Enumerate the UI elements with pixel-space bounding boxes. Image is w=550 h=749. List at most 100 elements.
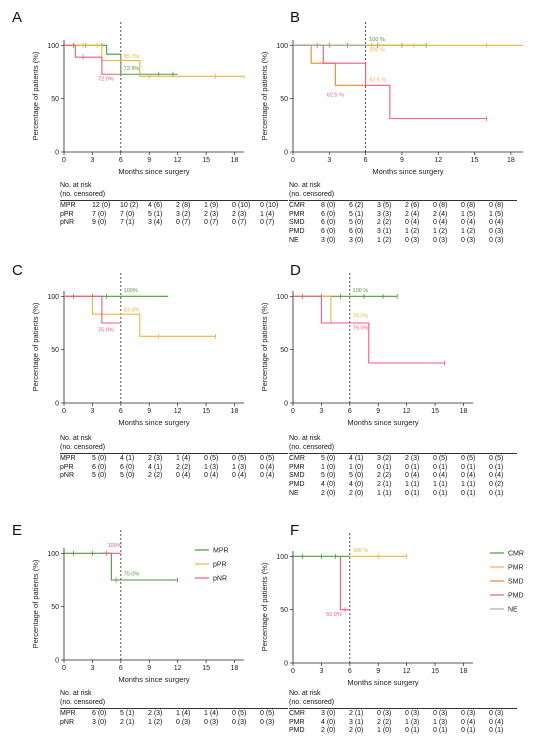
panel-letter-a: A (12, 9, 22, 26)
risk-cell: 0 (4) (176, 472, 191, 480)
risk-cell: 4 (0) (321, 718, 336, 726)
risk-cell: 3 (2) (377, 455, 392, 463)
risk-cell: 1 (1) (405, 480, 420, 488)
risk-cell: 5 (0) (349, 219, 364, 227)
x-tick-label: 0 (291, 668, 295, 675)
risk-cell: 6 (0) (321, 227, 336, 235)
series-line-pnr (64, 44, 121, 75)
y-axis-title: Percentage of patients (%) (260, 562, 269, 651)
risk-cell: 2 (3) (148, 710, 163, 718)
risk-cell: 0 (2) (489, 480, 504, 488)
y-tick-label: 50 (51, 347, 59, 354)
risk-header: No. at risk (289, 435, 321, 442)
risk-cell: 0 (3) (176, 718, 191, 726)
x-tick-label: 15 (471, 157, 479, 164)
series-line-mpr (64, 44, 178, 75)
risk-cell: 1 (3) (204, 463, 219, 471)
risk-cell: 1 (1) (377, 489, 392, 497)
risk-cell: 0 (1) (405, 489, 420, 497)
risk-cell: 0 (3) (489, 236, 504, 244)
risk-cell: 4 (1) (120, 455, 135, 463)
x-tick-label: 3 (319, 668, 323, 675)
risk-cell: 2 (3) (232, 210, 247, 218)
risk-cell: 1 (2) (433, 227, 448, 235)
risk-header: No. at risk (289, 690, 321, 697)
risk-cell: 0 (1) (433, 463, 448, 471)
legend-entry-smd: SMD (508, 579, 524, 586)
risk-row-label: NE (289, 489, 299, 497)
risk-cell: 0 (3) (489, 710, 504, 718)
risk-cell: 0 (3) (433, 236, 448, 244)
risk-cell: 6 (0) (349, 227, 364, 235)
risk-row-label: NE (289, 236, 299, 244)
risk-cell: 5 (0) (120, 472, 135, 480)
risk-cell: 2 (0) (321, 727, 336, 735)
legend-entry-mpr: MPR (213, 548, 229, 555)
x-tick-label: 9 (376, 408, 380, 415)
risk-row-ne: NE 2 (0) 2 (0) 1 (1) 0 (1) 0 (1) 0 (1) 0 (1) (289, 490, 517, 499)
x-tick-label: 18 (507, 157, 515, 164)
risk-cell: 6 (0) (92, 463, 107, 471)
risk-row-cmr: CMR 5 (0) 4 (1) 3 (2) 2 (3) 0 (5) 0 (5) 0 (5) (289, 455, 517, 464)
risk-cell: 0 (10) (232, 202, 251, 210)
risk-table-b: No. at risk (no. censored) CMR 8 (0) 6 (2) 3 … (289, 182, 517, 245)
risk-cell: 2 (2) (148, 472, 163, 480)
x-tick-label: 3 (327, 157, 331, 164)
y-tick-label: 0 (284, 401, 288, 408)
risk-cell: 0 (4) (405, 472, 420, 480)
risk-cell: 0 (3) (461, 236, 476, 244)
risk-row-ppr: pPR 6 (0) 6 (0) 4 (1) 2 (2) 1 (3) 1 (3) 0 (4) (60, 464, 288, 473)
x-axis-title: Months since surgery (118, 167, 190, 176)
x-tick-label: 9 (147, 408, 151, 415)
risk-cell: 0 (5) (433, 455, 448, 463)
risk-cell: 0 (4) (489, 472, 504, 480)
risk-cell: 9 (0) (92, 219, 107, 227)
risk-cell: 1 (2) (148, 718, 163, 726)
risk-cell: 0 (10) (260, 202, 279, 210)
annotation-label: 75.0% (98, 328, 114, 334)
risk-cell: 1 (3) (232, 463, 247, 471)
panel-letter-f: F (290, 522, 299, 539)
risk-table-c: No. at risk (no. censored) MPR 5 (0) 4 (1) 2 … (60, 435, 288, 481)
risk-cell: 2 (3) (204, 210, 219, 218)
risk-row-label: pNR (60, 718, 75, 726)
x-tick-label: 15 (431, 668, 439, 675)
risk-cell: 1 (1) (433, 480, 448, 488)
risk-row-smd: SMD 5 (0) 5 (0) 2 (2) 0 (4) 0 (4) 0 (4) 0 (4) (289, 472, 517, 481)
annotation-label: 100 % (369, 48, 385, 54)
risk-row-label: SMD (289, 472, 305, 480)
risk-cell: 2 (0) (349, 727, 364, 735)
risk-rule (289, 708, 517, 710)
risk-cell: 0 (3) (260, 718, 275, 726)
x-tick-label: 18 (460, 408, 468, 415)
risk-row-label: SMD (289, 219, 305, 227)
risk-cell: 1 (0) (321, 463, 336, 471)
x-tick-label: 6 (119, 665, 123, 672)
annotation-label: 100% (124, 288, 138, 294)
risk-row-pmd: PMD 2 (0) 2 (0) 1 (0) 0 (1) 0 (1) 0 (1) 0 (1) (289, 727, 517, 736)
y-tick-label: 0 (284, 661, 288, 668)
y-tick-label: 100 (47, 43, 59, 50)
x-tick-label: 9 (376, 668, 380, 675)
y-tick-label: 50 (280, 96, 288, 103)
x-tick-label: 0 (62, 665, 66, 672)
annotation-label: 62.5 % (327, 93, 344, 99)
risk-cell: 4 (6) (148, 202, 163, 210)
risk-table-a: No. at risk (no. censored) MPR 12 (0) 10 (2)… (60, 182, 288, 228)
risk-cell: 5 (1) (148, 210, 163, 218)
risk-cell: 2 (3) (148, 455, 163, 463)
series-line-ppr (64, 44, 245, 79)
x-tick-label: 9 (400, 157, 404, 164)
risk-cell: 1 (4) (204, 710, 219, 718)
y-tick-label: 50 (51, 96, 59, 103)
risk-cell: 12 (0) (92, 202, 111, 210)
risk-row-pmr: PMR 1 (0) 1 (0) 0 (1) 0 (1) 0 (1) 0 (1) 0 (1) (289, 464, 517, 473)
risk-cell: 1 (4) (260, 210, 275, 218)
risk-cell: 4 (1) (349, 455, 364, 463)
risk-cell: 0 (3) (405, 710, 420, 718)
risk-cell: 2 (6) (405, 202, 420, 210)
risk-cell: 1 (0) (377, 727, 392, 735)
y-axis-title: Percentage of patients (%) (31, 51, 40, 140)
legend-entry-ne: NE (508, 607, 518, 614)
risk-cell: 2 (4) (433, 210, 448, 218)
